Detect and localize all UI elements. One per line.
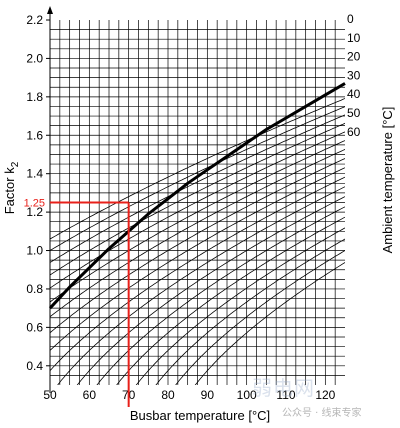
ambient-curve (155, 238, 345, 385)
y-axis-title: Factor k2 (2, 161, 21, 214)
ambient-curve (50, 167, 345, 351)
x-tick-label: 50 (43, 388, 57, 402)
x-tick-label: 100 (237, 388, 257, 402)
y-axis-arrow (47, 6, 53, 14)
highlight-series-line (48, 82, 346, 310)
ambient-label: 50 (347, 106, 361, 120)
y-tick-label: 1.2 (26, 205, 43, 219)
x-tick-label: 80 (161, 388, 175, 402)
ambient-curve (50, 158, 345, 334)
y-tick-label: 1.6 (26, 128, 43, 142)
x-axis-title: Busbar temperature [°C] (130, 408, 270, 423)
ambient-curve (50, 114, 345, 263)
y-tick-label: 2.0 (26, 51, 43, 65)
highlight-curve-group (48, 82, 346, 310)
y-tick-label: 1.4 (26, 167, 43, 181)
ambient-label: 30 (347, 68, 361, 82)
ambient-label: 10 (347, 31, 361, 45)
y-tick-label: 1.8 (26, 90, 43, 104)
ambient-curve (76, 196, 345, 385)
y-tick-label: 2.2 (26, 13, 43, 27)
ambient-label: 20 (347, 50, 361, 64)
ambient-curve (57, 186, 345, 385)
axis-labels: Busbar temperature [°C] Factor k2 Ambien… (2, 107, 395, 423)
y-tick-label: 0.8 (26, 282, 43, 296)
y-tick-label: 0.4 (26, 359, 43, 373)
ambient-curve (50, 176, 345, 371)
grid (50, 20, 345, 385)
ambient-curve (50, 98, 345, 240)
watermark-caption: 公众号 · 线束专家 (282, 408, 362, 419)
x-tick-label: 120 (315, 388, 335, 402)
y-tick-label: 1.0 (26, 244, 43, 258)
ambient-curve (50, 140, 345, 303)
ambient-curve (50, 122, 345, 276)
watermark-logo: 弱电网 (252, 376, 315, 400)
ambient-curve (50, 106, 345, 251)
x-tick-label: 110 (276, 388, 295, 402)
annotation-label: 1.25 (24, 198, 45, 210)
ambient-curve (96, 206, 345, 385)
y-tick-label: 0.6 (26, 320, 43, 334)
ambient-label: 60 (347, 125, 361, 139)
x-tick-label: 90 (201, 388, 215, 402)
annotation: 1.25 (24, 198, 130, 407)
ambient-label: 40 (347, 87, 361, 101)
secondary-axis-title: Ambient temperature [°C] (380, 107, 395, 254)
x-tick-label: 60 (83, 388, 97, 402)
ambient-curve (175, 250, 345, 385)
ambient-curve (116, 216, 345, 385)
ambient-curve (50, 149, 345, 318)
axes: 0.40.60.81.01.21.41.61.82.02.25060708090… (26, 6, 361, 402)
ambient-curve (135, 227, 345, 385)
ambient-label: 0 (347, 12, 354, 26)
ambient-curve (194, 262, 345, 385)
